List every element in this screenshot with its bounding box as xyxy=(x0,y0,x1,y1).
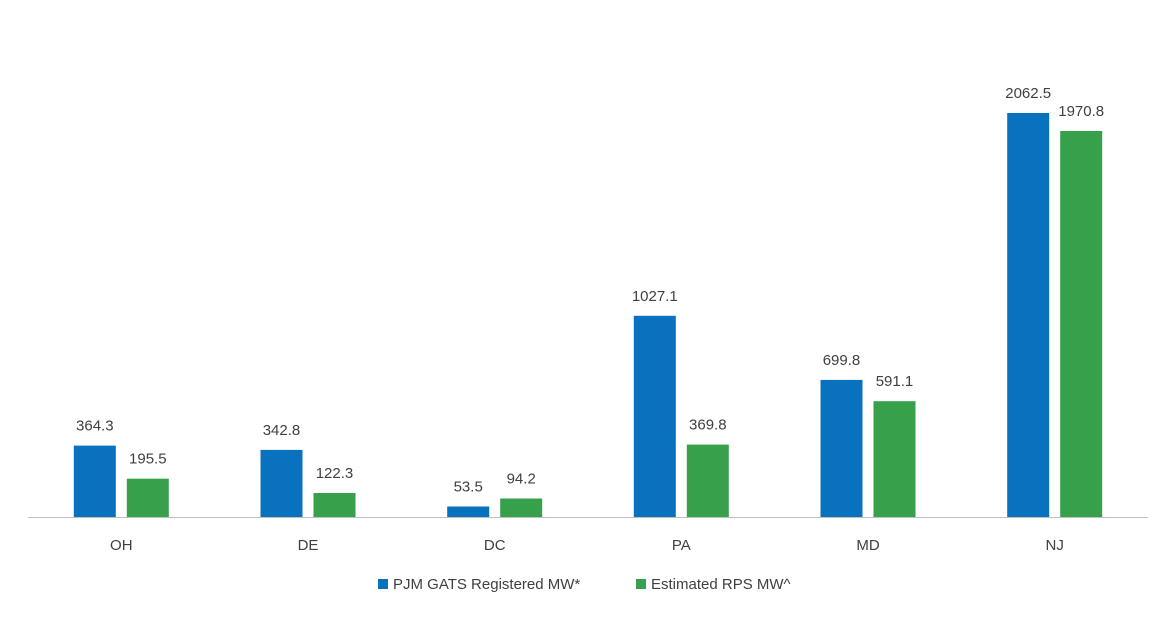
bar-pa-series-0 xyxy=(633,315,676,517)
category-label-nj: NJ xyxy=(1046,537,1064,554)
bar-nj-series-0 xyxy=(1007,113,1050,517)
category-label-dc: DC xyxy=(484,537,506,554)
bar-oh-series-0 xyxy=(73,445,116,517)
bar-de-series-0 xyxy=(260,449,303,517)
legend-label-1: Estimated RPS MW^ xyxy=(651,576,791,593)
bar-dc-series-0 xyxy=(447,506,490,517)
data-label-pa-series-1: 369.8 xyxy=(689,417,727,434)
bar-nj-series-1 xyxy=(1060,131,1103,517)
data-label-nj-series-1: 1970.8 xyxy=(1058,103,1104,120)
legend: PJM GATS Registered MW* Estimated RPS MW… xyxy=(378,576,791,593)
data-labels-group: 364.3 195.5 342.8 122.3 53.5 94.2 1027.1 369.8 6… xyxy=(76,85,1104,496)
data-label-pa-series-0: 1027.1 xyxy=(632,288,678,305)
data-label-dc-series-0: 53.5 xyxy=(454,479,483,496)
bar-pa-series-1 xyxy=(686,444,729,517)
data-label-oh-series-0: 364.3 xyxy=(76,418,114,435)
category-label-md: MD xyxy=(856,537,879,554)
category-label-de: DE xyxy=(298,537,319,554)
legend-swatch-0 xyxy=(378,579,388,589)
bar-oh-series-1 xyxy=(126,478,169,517)
legend-swatch-1 xyxy=(636,579,646,589)
data-label-dc-series-1: 94.2 xyxy=(507,471,536,488)
data-label-md-series-0: 699.8 xyxy=(823,352,861,369)
bar-dc-series-1 xyxy=(500,498,543,517)
bar-md-series-0 xyxy=(820,379,863,517)
bars-group xyxy=(73,113,1103,517)
category-label-oh: OH xyxy=(110,537,133,554)
data-label-md-series-1: 591.1 xyxy=(876,373,914,390)
data-label-oh-series-1: 195.5 xyxy=(129,451,167,468)
category-labels-group: OH DE DC PA MD NJ xyxy=(110,537,1064,554)
legend-label-0: PJM GATS Registered MW* xyxy=(393,576,580,593)
data-label-nj-series-0: 2062.5 xyxy=(1005,85,1051,102)
data-label-de-series-0: 342.8 xyxy=(263,422,301,439)
bar-de-series-1 xyxy=(313,493,356,517)
bar-md-series-1 xyxy=(873,401,916,517)
data-label-de-series-1: 122.3 xyxy=(316,465,354,482)
category-label-pa: PA xyxy=(672,537,691,554)
